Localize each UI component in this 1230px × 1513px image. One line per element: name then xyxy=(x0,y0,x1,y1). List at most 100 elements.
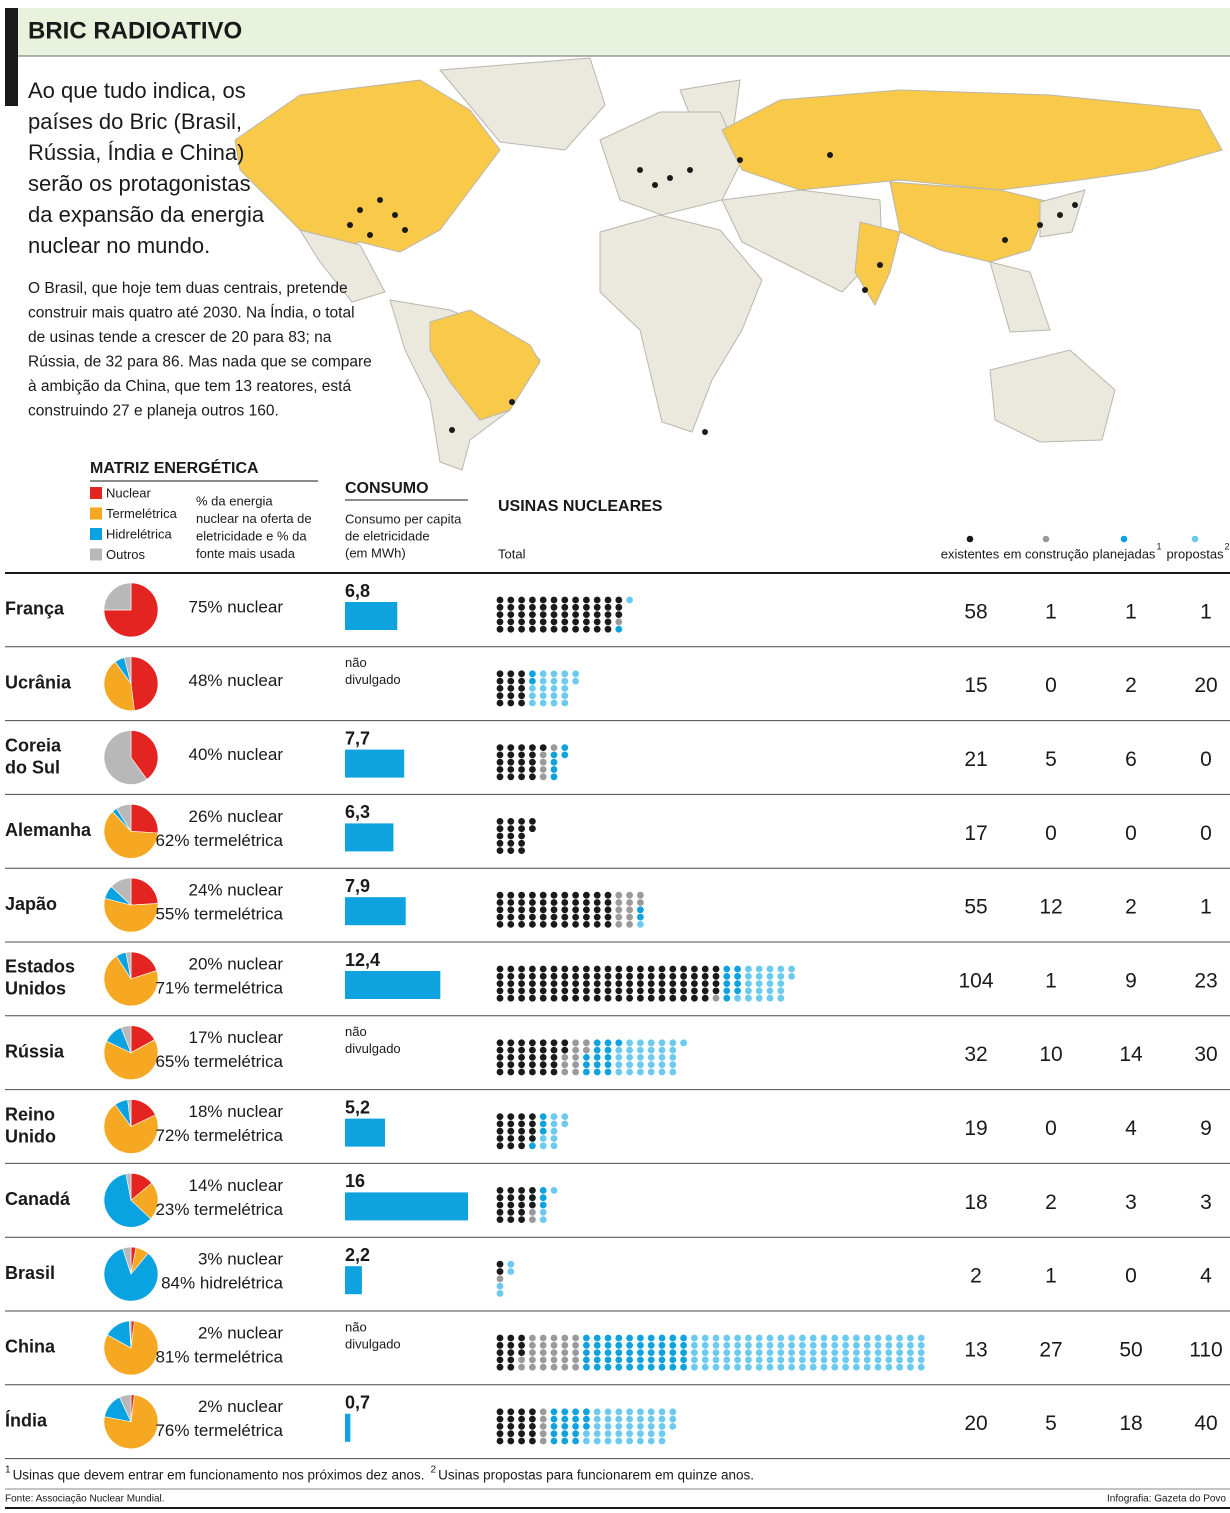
plant-dot xyxy=(615,1437,623,1445)
plant-dot xyxy=(637,1356,644,1364)
plant-dot xyxy=(496,692,504,700)
pie-slice xyxy=(103,1173,152,1228)
nuclear-share: 18% nuclear xyxy=(188,1102,283,1121)
plant-dot xyxy=(561,980,569,987)
plant-dot xyxy=(561,1356,569,1364)
plant-dot xyxy=(658,1349,666,1356)
plant-dot xyxy=(712,1356,720,1364)
plant-dot xyxy=(788,1356,795,1364)
plant-dot xyxy=(529,692,536,700)
plant-dot xyxy=(539,1201,547,1209)
plant-dot xyxy=(907,1334,914,1342)
plant-dot xyxy=(572,670,579,678)
plant-dot xyxy=(518,1187,525,1194)
plant-dot xyxy=(885,1349,893,1356)
plant-dot xyxy=(518,1039,525,1047)
plant-dot xyxy=(917,1363,925,1371)
plant-dot xyxy=(615,1415,623,1423)
country-name: China xyxy=(5,1337,56,1357)
plant-dot xyxy=(507,1194,515,1202)
plant-dot xyxy=(507,847,515,854)
plant-dot xyxy=(766,1334,774,1342)
plant-dot xyxy=(550,965,558,973)
country-name: França xyxy=(5,599,65,619)
plant-dot xyxy=(539,980,547,987)
plant-dot xyxy=(572,1039,579,1047)
plant-dot xyxy=(529,625,536,633)
legend-label: Termelétrica xyxy=(106,506,178,521)
plant-dot xyxy=(723,1334,731,1342)
plant-dot xyxy=(809,1356,817,1364)
plant-dot xyxy=(917,1341,925,1349)
plant-dot xyxy=(658,1423,666,1430)
pie-slice xyxy=(103,955,159,1007)
plant-dot xyxy=(496,891,504,899)
plant-dot xyxy=(604,1363,612,1371)
plant-dot xyxy=(669,1061,677,1069)
source: Fonte: Associação Nuclear Mundial. xyxy=(5,1494,165,1505)
pie-slice xyxy=(122,1246,132,1275)
plant-dot xyxy=(593,625,601,633)
plant-dot xyxy=(615,1349,623,1356)
plant-dot xyxy=(604,1039,612,1047)
plant-dot xyxy=(507,987,515,995)
consumption-label: 16 xyxy=(345,1171,365,1191)
plant-dot xyxy=(680,994,687,1002)
plant-dot xyxy=(831,1349,839,1356)
plant-dot xyxy=(518,832,525,840)
plant-dot xyxy=(496,839,504,847)
plant-dot xyxy=(874,1341,882,1349)
column-description: % da energia xyxy=(196,493,273,508)
nuclear-share: 26% nuclear xyxy=(188,807,283,826)
plant-count: 0 xyxy=(1200,748,1212,771)
plant-dot xyxy=(680,965,687,973)
plant-dot xyxy=(615,1061,623,1069)
plant-dot xyxy=(583,1423,590,1430)
plant-dot xyxy=(593,1423,601,1430)
plant-dot xyxy=(572,1363,579,1371)
plant-dot xyxy=(518,692,525,700)
plant-dot xyxy=(529,972,536,980)
plant-dot xyxy=(583,906,590,914)
plant-dot xyxy=(788,1363,795,1371)
body-line: construindo 27 e planeja outros 160. xyxy=(28,403,279,420)
plant-dot xyxy=(647,1046,655,1054)
plant-dot xyxy=(518,603,525,611)
plant-dot xyxy=(669,1363,677,1371)
plant-dot xyxy=(853,1349,860,1356)
plant-dot xyxy=(496,1349,504,1356)
plant-dot xyxy=(539,987,547,995)
plant-dot xyxy=(626,1341,633,1349)
title: BRIC RADIOATIVO xyxy=(28,17,242,44)
legend-swatch xyxy=(90,548,102,561)
plant-dot xyxy=(572,899,579,906)
plant-dot xyxy=(572,1334,579,1342)
plant-count: 2 xyxy=(1045,1191,1057,1214)
plant-count: 3 xyxy=(1200,1191,1212,1214)
plant-dot xyxy=(626,972,633,980)
plant-dot xyxy=(539,1349,547,1356)
plant-dot xyxy=(907,1341,914,1349)
plant-dot xyxy=(907,1356,914,1364)
consumption-bar xyxy=(345,602,398,630)
plant-dot xyxy=(507,980,515,987)
main-source-share: 55% termelétrica xyxy=(155,905,283,924)
plant-dot xyxy=(766,994,774,1002)
plant-dot xyxy=(507,596,515,604)
plant-count: 1 xyxy=(1200,600,1212,623)
plant-dot xyxy=(593,1046,601,1054)
plant-dot xyxy=(637,972,644,980)
plant-dot xyxy=(529,906,536,914)
plant-count: 0 xyxy=(1125,822,1137,845)
plant-dot xyxy=(496,818,504,825)
plant-dot xyxy=(637,1046,644,1054)
plant-dot xyxy=(550,596,558,604)
plant-dot xyxy=(518,670,525,678)
plant-dot xyxy=(539,677,547,685)
plant-dot xyxy=(550,1120,558,1128)
plant-dot xyxy=(896,1349,903,1356)
plant-dot xyxy=(626,596,633,604)
plant-dot xyxy=(561,994,569,1002)
column-description: de eletricidade xyxy=(345,528,430,543)
plant-dot xyxy=(647,1349,655,1356)
